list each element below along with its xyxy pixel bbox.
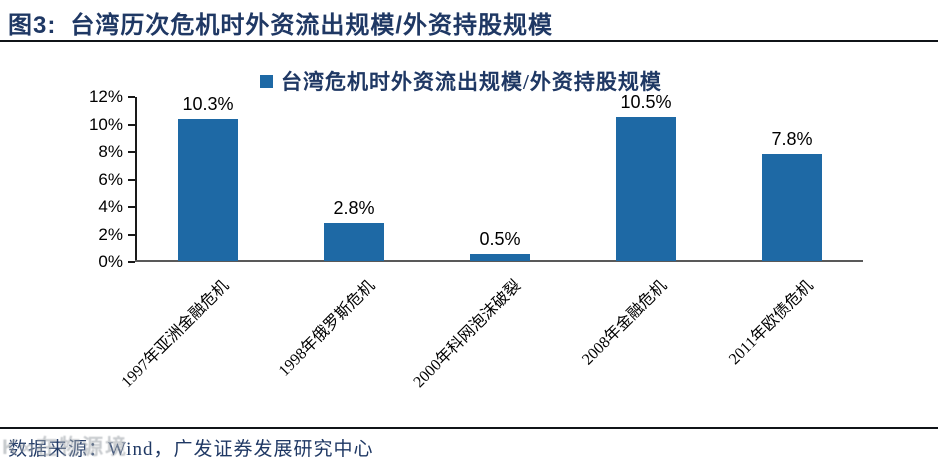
x-axis-baseline bbox=[135, 260, 863, 262]
y-axis-tick-label: 8% bbox=[98, 142, 123, 161]
bar bbox=[762, 153, 822, 261]
bar bbox=[470, 254, 530, 261]
x-category-label: 1997年亚洲金融危机 bbox=[118, 277, 233, 392]
y-axis-tick bbox=[128, 233, 135, 236]
bar-value-label: 10.3% bbox=[182, 94, 234, 115]
y-axis-tick-label: 10% bbox=[88, 114, 123, 134]
legend-swatch-icon bbox=[260, 74, 273, 88]
bar-value-label: 0.5% bbox=[479, 229, 521, 250]
y-axis-tick-label: 2% bbox=[98, 224, 123, 244]
x-category-label: 2000年科网泡沫破裂 bbox=[410, 277, 525, 392]
y-axis-tick-label: 0% bbox=[98, 252, 123, 271]
y-axis-tick-label: 12% bbox=[88, 87, 123, 106]
figure-number-label: 图3: bbox=[8, 12, 57, 39]
bar-value-label: 7.8% bbox=[771, 128, 813, 149]
y-axis-tick-label: 4% bbox=[98, 197, 123, 216]
data-source-text: 数据来源：Wind，广发证券发展研究中心 bbox=[8, 439, 374, 460]
watermark: K∞在物源境 bbox=[2, 436, 129, 459]
legend-label: 台湾危机时外资流出规模/外资持股规模 bbox=[281, 70, 662, 94]
x-category-label: 1998年俄罗斯危机 bbox=[275, 277, 379, 380]
chart-legend: 台湾危机时外资流出规模/外资持股规模 bbox=[260, 66, 662, 96]
bar-value-label: 10.5% bbox=[620, 91, 672, 112]
y-axis-tick bbox=[128, 151, 135, 153]
bar bbox=[616, 116, 676, 261]
y-axis-tick bbox=[128, 123, 135, 126]
y-axis-line bbox=[135, 97, 137, 262]
bar bbox=[324, 222, 384, 261]
footer-divider-line bbox=[0, 427, 938, 429]
bar bbox=[178, 119, 238, 261]
y-axis-tick bbox=[128, 261, 135, 263]
bar-value-label: 2.8% bbox=[333, 197, 375, 218]
header-divider-line bbox=[0, 40, 938, 42]
y-axis-tick bbox=[128, 96, 135, 98]
y-axis-tick-label: 6% bbox=[98, 169, 123, 189]
figure-header: 图3: 台湾历次危机时外资流出规模/外资持股规模 bbox=[8, 5, 928, 40]
bar-chart-plot-area: 0% 2% 4% 6% 8% 10% 12% 10.3% 1997年亚洲金融危机 2.8% 1998… bbox=[89, 88, 863, 391]
y-axis-tick bbox=[128, 206, 135, 208]
x-category-label: 2011年欧债危机 bbox=[725, 277, 817, 369]
figure-title: 台湾历次危机时外资流出规模/外资持股规模 bbox=[70, 12, 554, 39]
x-category-label: 2008年金融危机 bbox=[579, 277, 671, 369]
y-axis-tick bbox=[128, 178, 135, 181]
